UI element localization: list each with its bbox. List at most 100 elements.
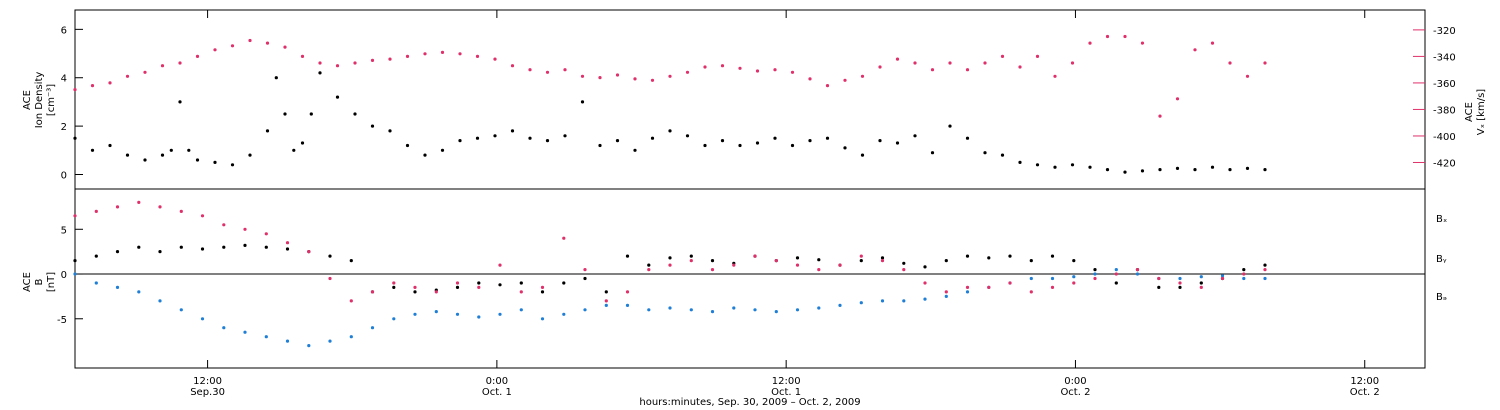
bottom-series-1-point-37 bbox=[859, 301, 863, 305]
top-series-1-point-24 bbox=[493, 57, 497, 61]
top-series-0-point-27 bbox=[458, 139, 462, 143]
bottom-series-0-point-56 bbox=[1263, 263, 1267, 267]
top-series-1-point-17 bbox=[370, 58, 375, 63]
xtick-sublabel-2: Oct. 1 bbox=[771, 387, 801, 398]
top-series-1-point-2 bbox=[108, 81, 112, 85]
bottom-series-1-point-31 bbox=[732, 306, 736, 310]
bottom-series-1-point-7 bbox=[222, 326, 226, 330]
top-series-0-point-7 bbox=[178, 100, 182, 104]
top-y2label-line-2: Vₓ [km/s] bbox=[1476, 89, 1487, 135]
top-series-0-point-57 bbox=[983, 151, 987, 155]
bottom-series-2-point-55 bbox=[1242, 272, 1246, 276]
top-series-1-point-36 bbox=[703, 65, 707, 69]
bottom-series-1-point-52 bbox=[1178, 276, 1182, 281]
bottom-series-1-point-11 bbox=[307, 344, 311, 348]
bottom-series-1-point-15 bbox=[392, 317, 396, 321]
bottom-series-2-point-49 bbox=[1114, 272, 1118, 276]
top-series-1-point-19 bbox=[405, 54, 410, 59]
bottom-series-2-point-33 bbox=[774, 259, 778, 263]
bottom-series-2-point-21 bbox=[519, 290, 523, 294]
top-series-0-point-68 bbox=[1175, 166, 1180, 170]
legend-bx: Bₓ bbox=[1436, 214, 1447, 225]
top-series-1-point-63 bbox=[1175, 97, 1180, 101]
bottom-series-1-point-40 bbox=[923, 297, 927, 301]
top-series-1-point-30 bbox=[598, 76, 602, 80]
bottom-series-0-point-45 bbox=[1029, 259, 1033, 263]
bottom-series-1-point-42 bbox=[965, 290, 970, 294]
top-series-0-point-0 bbox=[73, 136, 77, 140]
top-series-1-point-45 bbox=[860, 74, 865, 78]
top-series-1-point-34 bbox=[668, 74, 672, 78]
bottom-series-2-point-48 bbox=[1093, 276, 1097, 281]
top-series-0-point-49 bbox=[843, 146, 847, 150]
top-series-0-point-55 bbox=[948, 124, 952, 128]
bottom-series-0-point-15 bbox=[392, 285, 396, 289]
top-series-1-point-62 bbox=[1158, 114, 1162, 118]
bottom-series-0-point-39 bbox=[902, 261, 906, 265]
top-series-1-point-37 bbox=[720, 64, 725, 68]
bottom-series-2-point-29 bbox=[689, 259, 693, 263]
top-series-1-point-66 bbox=[1228, 61, 1232, 65]
bottom-series-1-point-29 bbox=[689, 308, 693, 312]
top-series-0-point-42 bbox=[720, 139, 725, 143]
bottom-series-0-point-6 bbox=[200, 247, 205, 251]
bottom-series-1-point-26 bbox=[625, 303, 630, 307]
bottom-series-1-point-13 bbox=[349, 335, 353, 339]
bottom-series-2-point-24 bbox=[583, 268, 587, 272]
top-series-0-point-70 bbox=[1210, 165, 1215, 169]
top-series-1-point-14 bbox=[318, 61, 322, 65]
top-series-0-point-65 bbox=[1123, 170, 1127, 174]
top-series-0-point-22 bbox=[370, 124, 375, 128]
bottom-series-2-point-53 bbox=[1199, 285, 1203, 289]
bottom-series-0-point-10 bbox=[285, 247, 290, 251]
bottom-series-1-point-8 bbox=[243, 330, 247, 334]
bottom-series-0-point-41 bbox=[944, 259, 948, 263]
bottom-series-2-point-12 bbox=[328, 276, 332, 281]
top-series-1-point-23 bbox=[475, 54, 480, 59]
top-series-1-point-29 bbox=[580, 74, 585, 78]
bottom-series-1-point-17 bbox=[434, 310, 438, 314]
bottom-series-1-point-1 bbox=[94, 281, 98, 285]
top-series-1-point-8 bbox=[213, 48, 217, 52]
top-y2tick-label-0: -420 bbox=[1433, 158, 1456, 169]
top-series-1-point-57 bbox=[1070, 61, 1075, 65]
bottom-series-2-point-41 bbox=[944, 290, 948, 294]
top-series-0-point-43 bbox=[738, 143, 742, 148]
bottom-series-2-point-39 bbox=[902, 268, 906, 272]
top-y2tick-label-3: -360 bbox=[1433, 79, 1456, 90]
bottom-series-0-point-4 bbox=[158, 250, 162, 254]
top-series-1-point-1 bbox=[90, 84, 95, 88]
bottom-series-1-point-49 bbox=[1114, 268, 1118, 272]
bottom-series-2-point-8 bbox=[243, 227, 247, 231]
bottom-series-1-point-54 bbox=[1220, 274, 1225, 278]
bottom-series-1-point-56 bbox=[1263, 276, 1267, 281]
bottom-series-1-point-0 bbox=[73, 272, 77, 276]
top-panel-frame bbox=[74, 9, 1426, 190]
xtick-label-3: 0:00 bbox=[1064, 376, 1086, 387]
top-series-0-point-40 bbox=[685, 134, 690, 138]
bottom-panel-frame bbox=[74, 188, 1426, 369]
top-series-0-point-63 bbox=[1088, 165, 1092, 169]
bottom-series-1-point-14 bbox=[370, 326, 375, 330]
top-ytick-label-2: 4 bbox=[61, 74, 67, 85]
top-series-0-point-62 bbox=[1070, 163, 1075, 167]
top-series-1-point-60 bbox=[1123, 34, 1127, 39]
top-series-1-point-65 bbox=[1210, 41, 1215, 45]
bottom-series-2-point-28 bbox=[668, 263, 672, 267]
bottom-series-1-point-20 bbox=[498, 312, 502, 316]
bottom-ytick-label-2: 5 bbox=[61, 225, 67, 236]
top-series-0-point-28 bbox=[475, 136, 480, 140]
top-series-1-point-43 bbox=[825, 84, 830, 88]
bottom-series-0-point-35 bbox=[817, 258, 821, 262]
bottom-series-2-point-52 bbox=[1178, 281, 1182, 285]
bottom-series-2-point-20 bbox=[498, 263, 502, 267]
bottom-series-2-point-0 bbox=[73, 214, 77, 218]
xtick-label-1: 0:00 bbox=[486, 376, 508, 387]
bottom-series-2-point-32 bbox=[753, 254, 757, 258]
bottom-series-1-point-12 bbox=[328, 339, 332, 343]
bottom-series-2-point-56 bbox=[1263, 268, 1267, 272]
top-series-0-point-11 bbox=[230, 163, 235, 167]
bottom-series-0-point-49 bbox=[1114, 281, 1118, 285]
bottom-series-2-point-40 bbox=[923, 281, 927, 285]
